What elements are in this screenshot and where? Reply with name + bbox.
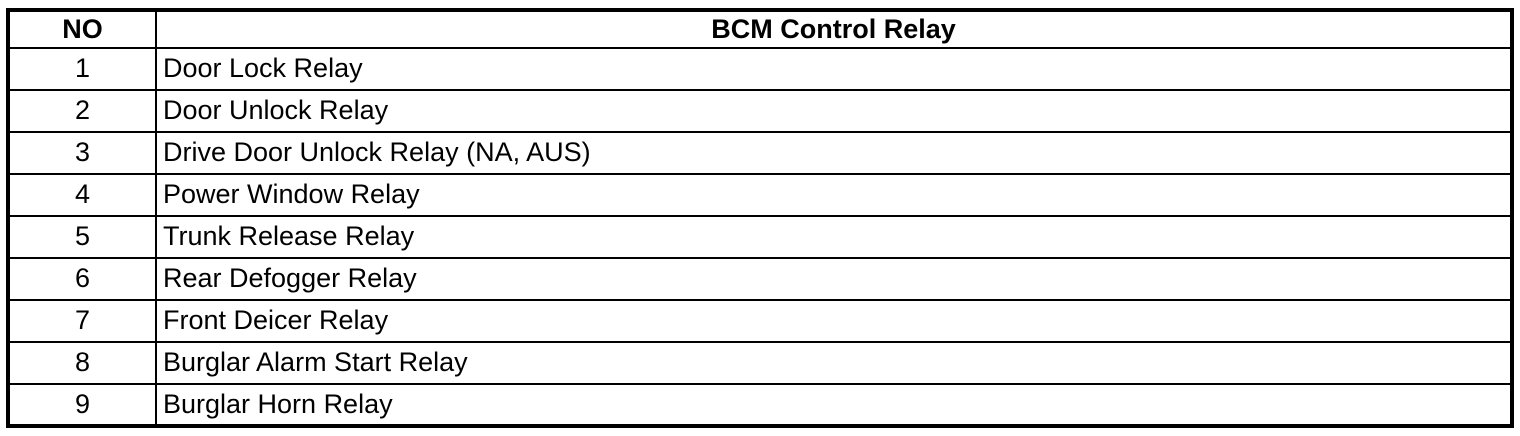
row-number: 8 bbox=[7, 341, 157, 385]
relay-name: Drive Door Unlock Relay (NA, AUS) bbox=[155, 131, 1513, 175]
relay-name: Burglar Alarm Start Relay bbox=[155, 341, 1513, 385]
row-number: 2 bbox=[7, 89, 157, 133]
relay-name: Front Deicer Relay bbox=[155, 299, 1513, 343]
row-number: 6 bbox=[7, 257, 157, 301]
column-header-no: NO bbox=[7, 9, 157, 49]
row-number: 1 bbox=[7, 47, 157, 91]
relay-name: Door Lock Relay bbox=[155, 47, 1513, 91]
row-number: 7 bbox=[7, 299, 157, 343]
table-row: 9 Burglar Horn Relay bbox=[7, 383, 1513, 427]
row-number: 5 bbox=[7, 215, 157, 259]
table-header-row: NO BCM Control Relay bbox=[7, 9, 1513, 49]
table-row: 5 Trunk Release Relay bbox=[7, 215, 1513, 259]
column-header-title: BCM Control Relay bbox=[155, 9, 1513, 49]
relay-name: Power Window Relay bbox=[155, 173, 1513, 217]
relay-name: Rear Defogger Relay bbox=[155, 257, 1513, 301]
table-row: 8 Burglar Alarm Start Relay bbox=[7, 341, 1513, 385]
bcm-control-relay-table: NO BCM Control Relay 1 Door Lock Relay 2… bbox=[6, 8, 1514, 428]
table-row: 7 Front Deicer Relay bbox=[7, 299, 1513, 343]
relay-name: Trunk Release Relay bbox=[155, 215, 1513, 259]
row-number: 4 bbox=[7, 173, 157, 217]
table-row: 3 Drive Door Unlock Relay (NA, AUS) bbox=[7, 131, 1513, 175]
relay-name: Burglar Horn Relay bbox=[155, 383, 1513, 427]
relay-name: Door Unlock Relay bbox=[155, 89, 1513, 133]
table-row: 6 Rear Defogger Relay bbox=[7, 257, 1513, 301]
table-row: 4 Power Window Relay bbox=[7, 173, 1513, 217]
row-number: 9 bbox=[7, 383, 157, 427]
table-row: 2 Door Unlock Relay bbox=[7, 89, 1513, 133]
row-number: 3 bbox=[7, 131, 157, 175]
table-row: 1 Door Lock Relay bbox=[7, 47, 1513, 91]
